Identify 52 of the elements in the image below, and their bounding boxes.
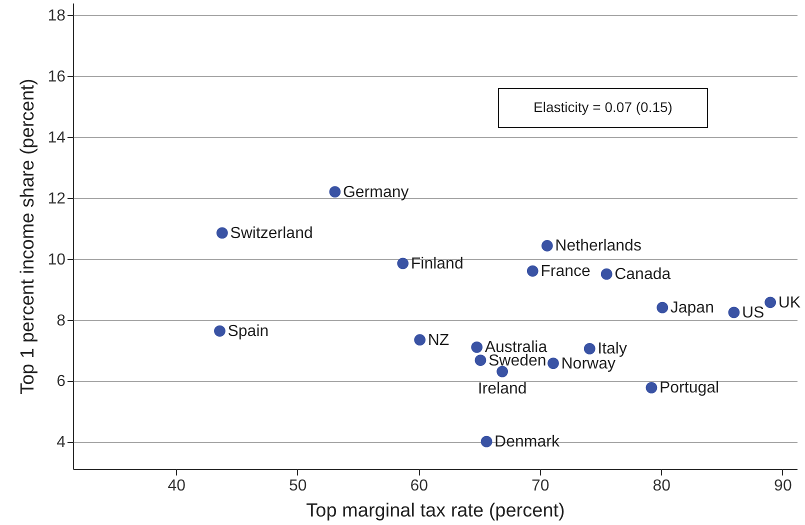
- y-tick-label: 4: [56, 434, 66, 452]
- point: [728, 306, 740, 318]
- x-tick-label: 90: [774, 478, 792, 494]
- series-label: NZ: [428, 332, 450, 349]
- point: [548, 358, 559, 369]
- x-tick-label: 60: [410, 478, 428, 494]
- series-label: Denmark: [494, 434, 560, 451]
- point: [600, 268, 612, 280]
- series-label: Canada: [614, 266, 671, 284]
- point: [216, 227, 228, 239]
- point: [584, 343, 596, 354]
- series-label: Japan: [670, 300, 714, 317]
- y-tick-label: 12: [48, 190, 66, 208]
- series-label: US: [742, 304, 764, 322]
- point: [329, 186, 341, 198]
- point: [474, 354, 486, 366]
- point: [480, 436, 492, 448]
- y-tick-label: 6: [56, 373, 66, 390]
- series-label: Ireland: [478, 380, 527, 398]
- point: [471, 341, 483, 353]
- point: [541, 240, 553, 252]
- series-label: UK: [778, 294, 801, 312]
- point: [397, 258, 409, 270]
- series-label: Sweden: [488, 352, 546, 370]
- series-label: Spain: [228, 323, 269, 340]
- x-axis-title: Top marginal tax rate (percent): [306, 500, 565, 522]
- annotation: Elasticity = 0.07 (0.15): [534, 99, 672, 115]
- series-label: Norway: [561, 355, 616, 372]
- x-tick-label: 70: [532, 478, 550, 494]
- x-tick-label: 40: [168, 478, 186, 494]
- point: [414, 334, 426, 346]
- series-label: Finland: [410, 255, 464, 272]
- y-tick-label: 8: [56, 312, 66, 330]
- y-tick-label: 16: [48, 68, 66, 86]
- y-tick-label: 18: [48, 8, 66, 25]
- point: [214, 325, 226, 337]
- point: [764, 296, 776, 308]
- y-tick-label: 14: [48, 130, 66, 147]
- series-label: Netherlands: [555, 238, 642, 255]
- series-label: Switzerland: [230, 224, 313, 242]
- series-label: France: [540, 263, 591, 280]
- series-label: Italy: [598, 340, 627, 358]
- point: [646, 382, 658, 394]
- series-label: Portugal: [659, 380, 720, 397]
- series-label: Germany: [342, 184, 409, 201]
- y-tick-label: 10: [48, 251, 66, 268]
- point: [526, 265, 538, 277]
- y-axis-title: Top 1 percent income share (percent): [18, 78, 39, 394]
- point: [656, 302, 668, 314]
- x-tick-label: 50: [288, 478, 307, 494]
- x-tick-label: 80: [652, 478, 671, 494]
- point: [496, 366, 508, 378]
